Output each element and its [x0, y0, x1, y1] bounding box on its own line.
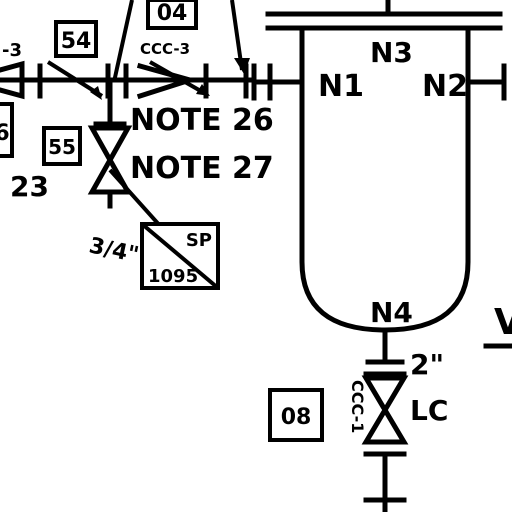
sp-label: SP [186, 230, 212, 251]
tag-54: 54 [61, 29, 92, 54]
tag-55: 55 [48, 135, 76, 159]
label-lc: LC [410, 394, 448, 427]
tag-04: 04 [157, 1, 188, 26]
label-n1: N1 [318, 69, 364, 104]
leader-ccc [149, 60, 207, 96]
tag-box-partial-left [0, 102, 14, 158]
nozzle-n2 [465, 63, 507, 101]
label-n2: N2 [422, 69, 468, 104]
label-partial-3: -3 [2, 40, 22, 61]
label-note-27: NOTE 27 [130, 151, 274, 186]
drain-gate-valve [361, 375, 409, 445]
label-ccc-3: CCC-3 [140, 40, 190, 58]
left-piping [0, 0, 257, 100]
inline-reducer [136, 62, 199, 100]
label-23: 23 [10, 170, 49, 203]
label-ccc-vertical: CCC-1 [348, 380, 367, 433]
drain-line [361, 327, 409, 512]
tag-box-54 [54, 20, 98, 58]
label-partial-right: V [494, 302, 512, 343]
label-2-inch: 2" [410, 348, 444, 381]
sp-number: 1095 [148, 266, 198, 287]
tag-partial-left: 6 [0, 121, 10, 146]
label-note-26: NOTE 26 [130, 103, 274, 138]
label-n3: N3 [370, 36, 413, 69]
tag-box-08 [268, 388, 324, 442]
tag-box-04 [146, 0, 198, 30]
tag-box-55 [42, 126, 82, 166]
label-n4: N4 [370, 296, 413, 329]
label-3-4-inch: 3/4" [87, 233, 141, 268]
nozzle-n1 [251, 63, 305, 101]
tag-08: 08 [281, 405, 312, 430]
left-end-reducer [0, 60, 25, 100]
